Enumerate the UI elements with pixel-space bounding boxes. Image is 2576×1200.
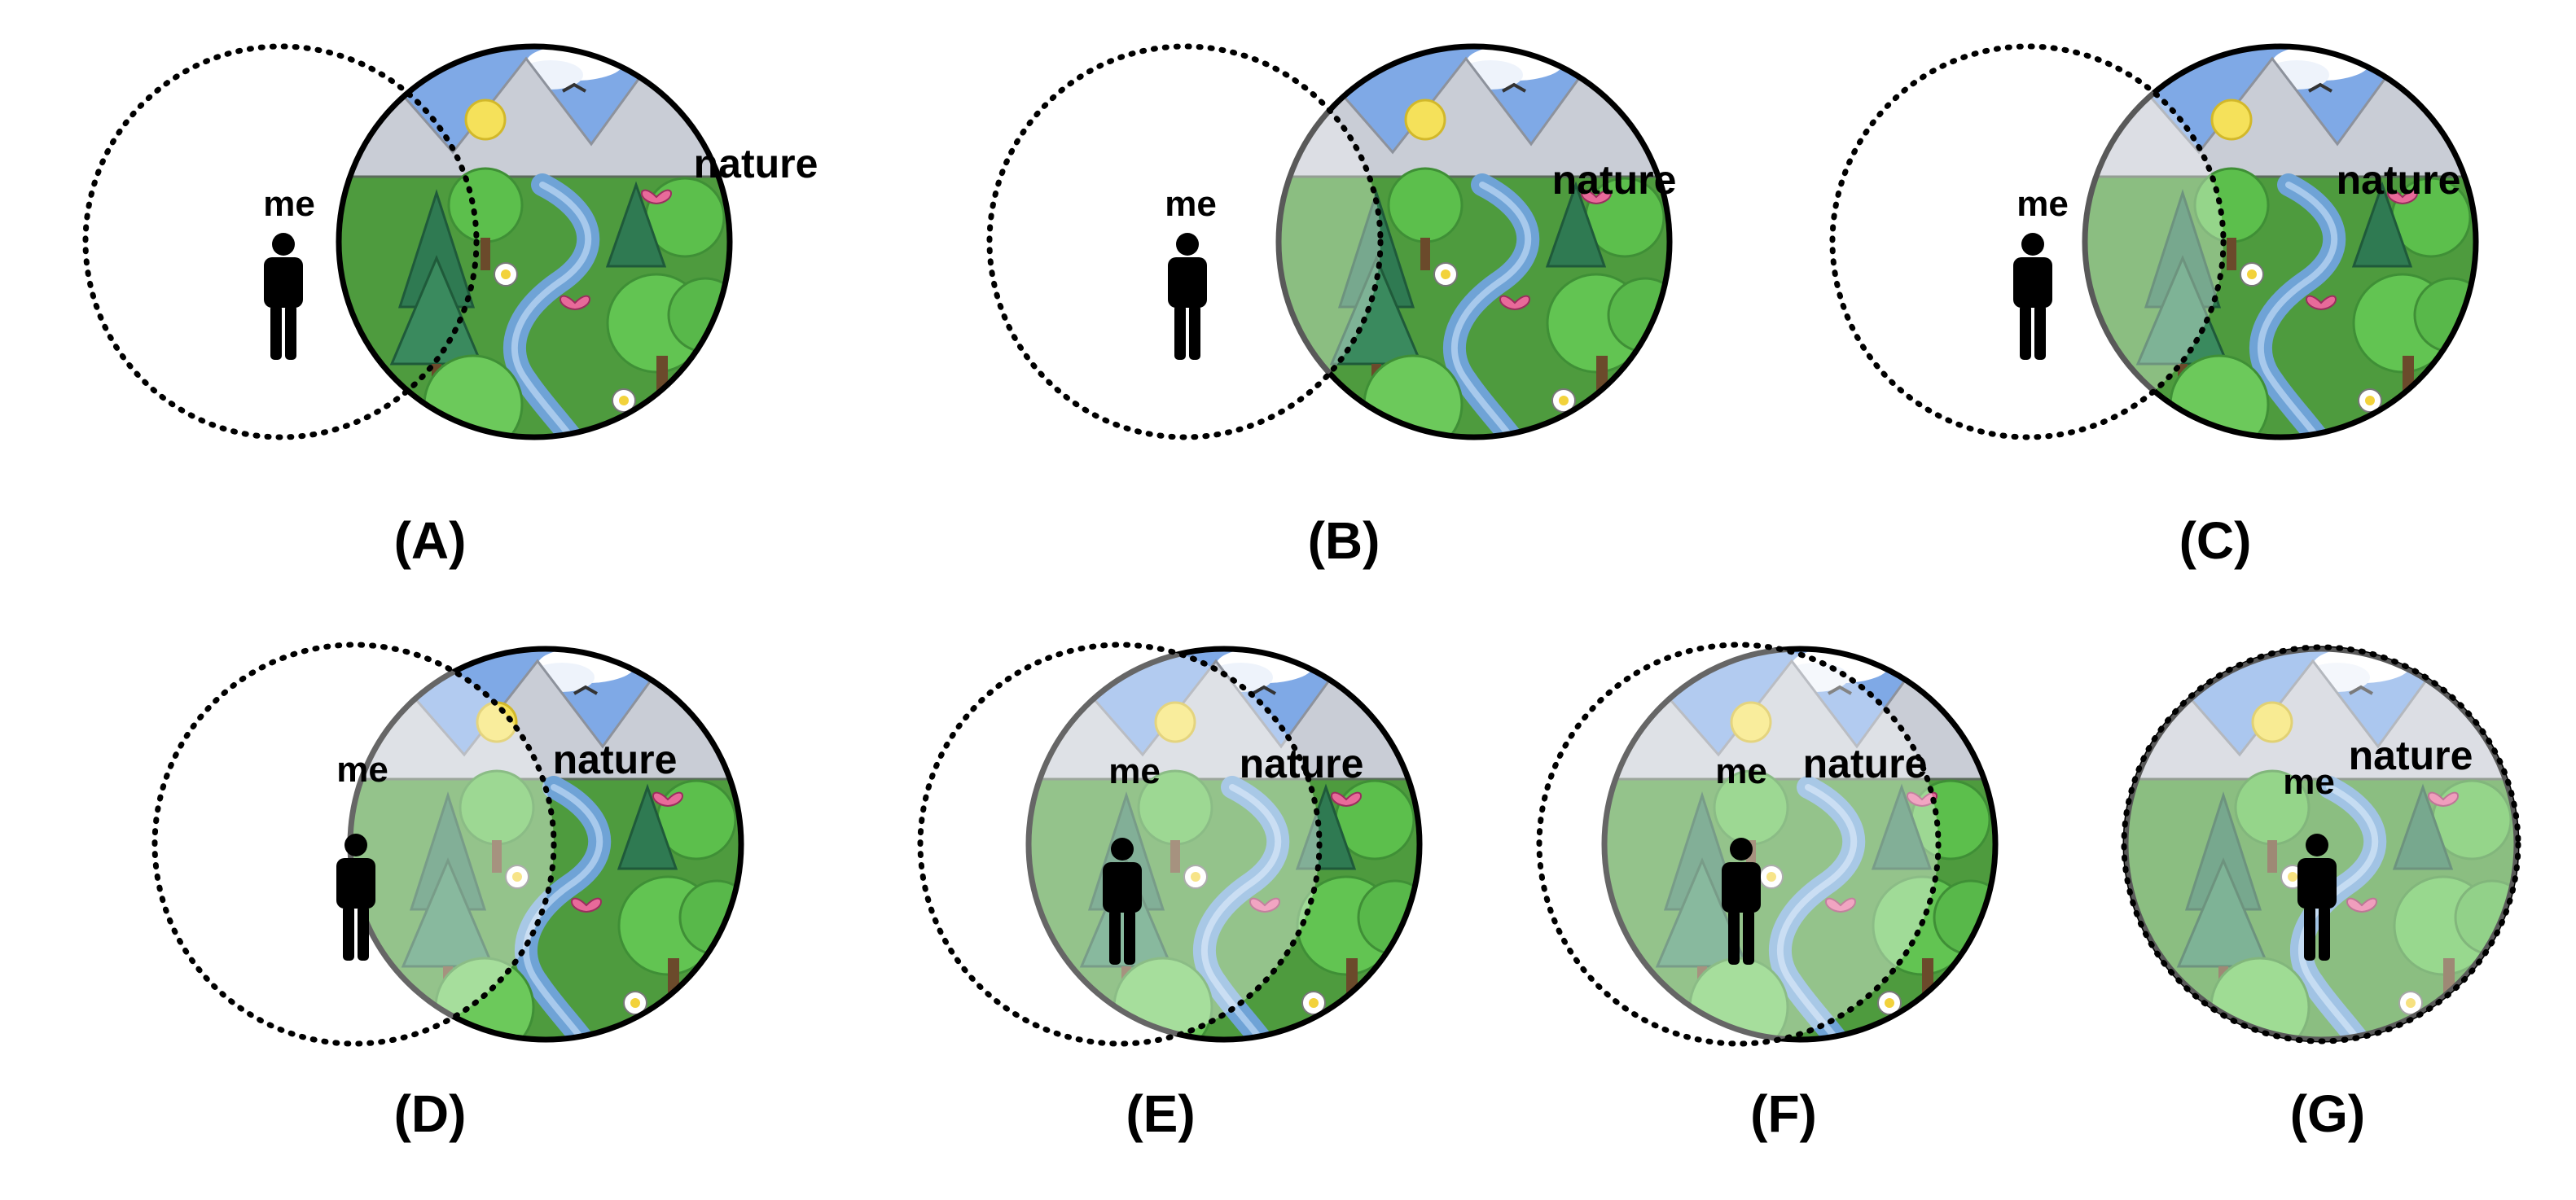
- panel-label: (D): [394, 1084, 467, 1143]
- panel-a: me nature (A): [82, 43, 818, 570]
- nature-label: nature: [694, 141, 818, 186]
- nature-circle: [1275, 43, 1673, 440]
- panel-label: (B): [1308, 511, 1380, 570]
- me-label: me: [336, 750, 388, 790]
- nature-circle: [1025, 646, 1423, 1043]
- nature-label: nature: [1552, 157, 1677, 203]
- panel-e: me nature (E): [917, 642, 1423, 1143]
- panel-label: (A): [394, 511, 467, 570]
- nature-label: nature: [1803, 741, 1928, 786]
- panel-f: me nature (F): [1536, 642, 1999, 1143]
- nature-circle: [1601, 646, 1999, 1043]
- panel-label: (F): [1750, 1084, 1817, 1143]
- me-label: me: [1108, 751, 1161, 791]
- me-label: me: [2283, 762, 2335, 802]
- panel-label: (G): [2290, 1084, 2365, 1143]
- nature-label: nature: [2337, 157, 2461, 203]
- nature-label: nature: [1240, 741, 1364, 786]
- nature-circle: [2082, 43, 2479, 440]
- panel-c: me nature (C): [1829, 43, 2479, 570]
- nature-label: nature: [2349, 733, 2473, 778]
- panel-g: me nature (G): [2121, 644, 2521, 1143]
- me-label: me: [2016, 184, 2069, 224]
- panel-label: (E): [1126, 1084, 1195, 1143]
- me-label: me: [1165, 184, 1217, 224]
- panel-d: me nature (D): [151, 642, 744, 1143]
- panel-label: (C): [2179, 511, 2252, 570]
- me-label: me: [263, 184, 315, 224]
- panel-b: me nature (B): [986, 43, 1677, 570]
- nature-label: nature: [553, 737, 678, 782]
- self-circle: [82, 43, 480, 440]
- nature-circle: [336, 43, 733, 440]
- person-icon: [264, 233, 303, 360]
- me-label: me: [1715, 751, 1767, 791]
